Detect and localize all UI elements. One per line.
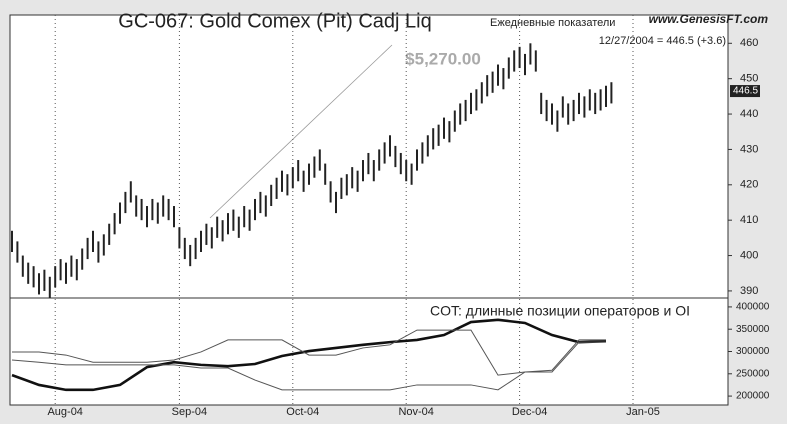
chart-subtitle: Ежедневные показатели xyxy=(490,17,615,29)
y-tick-label: 250000 xyxy=(736,368,770,379)
y-tick-label: 420 xyxy=(740,179,758,191)
plot-frame xyxy=(9,14,729,406)
y-tick-label: 400000 xyxy=(736,302,770,313)
x-tick-label: Dec-04 xyxy=(512,406,547,418)
panel-title: COT: длинные позиции операторов и OI xyxy=(430,303,690,319)
y-tick-label: 300000 xyxy=(736,346,770,357)
x-tick-label: Jan-05 xyxy=(626,406,660,418)
annotation: $5,270.00 xyxy=(405,49,481,68)
chart-title: GC-067: Gold Comex (Pit) Cadj Liq xyxy=(118,10,431,32)
x-tick-label: Nov-04 xyxy=(398,406,433,418)
last-quote: 12/27/2004 = 446.5 (+3.6) xyxy=(599,35,726,47)
trend-line xyxy=(209,44,393,219)
y-tick-label: 460 xyxy=(740,37,758,49)
cot-line xyxy=(11,339,606,391)
y-tick-label: 390 xyxy=(740,285,758,297)
y-tick-label: 350000 xyxy=(736,324,770,335)
y-tick-label: 410 xyxy=(740,214,758,226)
price-marker-label: 446.5 xyxy=(733,86,758,97)
y-tick-label: 400 xyxy=(740,249,758,261)
x-tick-label: Aug-04 xyxy=(47,406,82,418)
y-tick-label: 450 xyxy=(740,73,758,85)
x-tick-label: Oct-04 xyxy=(286,406,319,418)
source: www.GenesisFT.com xyxy=(649,12,769,26)
y-tick-label: 200000 xyxy=(736,391,770,402)
cot-line xyxy=(12,329,606,376)
x-tick-label: Sep-04 xyxy=(172,406,207,418)
cot-line xyxy=(11,318,607,392)
price-marker-box xyxy=(730,85,760,98)
y-tick-label: 440 xyxy=(740,108,758,120)
y-tick-label: 430 xyxy=(740,143,758,155)
